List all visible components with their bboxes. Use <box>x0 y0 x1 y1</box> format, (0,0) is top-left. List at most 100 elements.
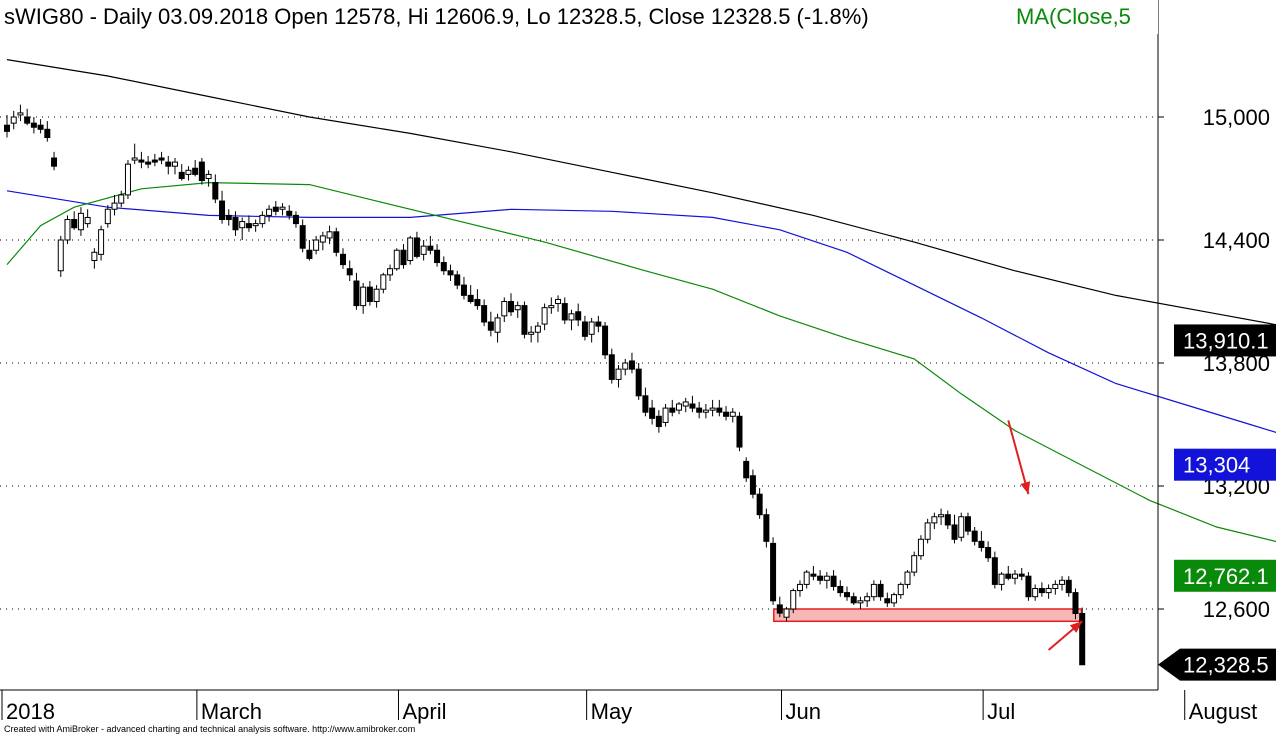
candle-body <box>299 225 306 249</box>
candle-body <box>857 600 864 604</box>
candle-body <box>555 298 562 305</box>
candle-body <box>911 555 918 573</box>
candle <box>1079 607 1086 666</box>
candle <box>373 285 380 308</box>
x-tick-label: April <box>402 699 446 724</box>
candle-body <box>1025 575 1032 598</box>
candle <box>662 404 669 427</box>
candle-body <box>17 112 24 116</box>
candle-body <box>447 270 454 276</box>
candle-body <box>696 407 703 413</box>
candle-body <box>326 231 333 239</box>
candle <box>279 203 286 216</box>
candle-body <box>958 516 965 538</box>
candle <box>104 205 111 228</box>
candle-body <box>44 128 51 139</box>
candle-body <box>57 239 64 272</box>
candle <box>460 276 467 300</box>
candle-body <box>985 547 992 559</box>
candle <box>891 592 898 607</box>
candle <box>1072 588 1079 620</box>
candle <box>172 158 178 175</box>
candle <box>467 285 474 304</box>
candle <box>870 580 877 601</box>
arrow-head <box>1069 621 1083 633</box>
candle <box>299 219 306 253</box>
candle <box>985 541 992 562</box>
candle-body <box>1038 588 1045 594</box>
candle-body <box>884 598 891 604</box>
arrow-head <box>1020 481 1031 495</box>
candle-body <box>239 221 246 229</box>
candle-body <box>286 210 293 216</box>
candle-body <box>924 522 931 540</box>
candle-body <box>30 122 37 128</box>
candle-body <box>844 592 850 598</box>
candle <box>51 151 58 171</box>
candle <box>387 264 394 281</box>
candle <box>622 358 629 376</box>
candle <box>292 211 299 228</box>
candle <box>10 110 17 130</box>
candle-body <box>313 239 320 251</box>
candle <box>1038 582 1045 597</box>
y-tick-label: 12,600 <box>1203 597 1270 622</box>
candle-body <box>37 124 44 130</box>
candle <box>326 225 333 245</box>
annotation-arrow <box>1047 620 1083 651</box>
footer-credit: Created with AmiBroker - advanced charti… <box>4 724 415 734</box>
candle-body <box>749 475 756 495</box>
candle-body <box>615 368 622 380</box>
candle-body <box>649 407 656 419</box>
candle <box>655 410 662 433</box>
candle <box>286 205 293 220</box>
candle <box>151 153 158 167</box>
candle <box>1059 576 1066 591</box>
ma-line-ma200 <box>6 59 1276 326</box>
candle <box>830 570 837 591</box>
candle-body <box>1018 573 1025 577</box>
candle-body <box>870 583 877 598</box>
candle-body <box>817 575 824 581</box>
candle <box>991 551 998 589</box>
candle-body <box>514 305 521 311</box>
candle-body <box>830 575 837 587</box>
candle-body <box>158 157 165 161</box>
candle <box>904 570 911 589</box>
candle-body <box>219 200 226 221</box>
candle <box>548 297 555 314</box>
candle-body <box>709 407 716 411</box>
candle <box>676 401 682 415</box>
candle-body <box>729 411 736 417</box>
candle <box>245 215 252 232</box>
candle-body <box>84 216 91 225</box>
candle <box>602 322 609 359</box>
candle-body <box>71 219 78 229</box>
candle <box>427 235 434 255</box>
moving-averages <box>6 59 1276 543</box>
candle-body <box>568 313 575 321</box>
candle-body <box>380 274 387 290</box>
candle <box>1032 584 1039 601</box>
candle-body <box>306 249 313 259</box>
candle <box>501 297 508 322</box>
candle-body <box>770 542 777 602</box>
x-tick-label: Jul <box>987 699 1015 724</box>
gridlines <box>0 116 1158 610</box>
candle <box>232 211 239 236</box>
candle <box>763 508 770 548</box>
candle <box>266 205 273 222</box>
candle-body <box>407 237 414 261</box>
candle-body <box>346 268 353 276</box>
candle <box>219 190 226 224</box>
candle <box>366 281 373 306</box>
candle-body <box>487 321 494 331</box>
candle <box>628 352 635 374</box>
candle-body <box>998 573 1005 585</box>
candle <box>581 315 588 341</box>
candle-body <box>460 284 467 296</box>
candle <box>823 572 830 589</box>
candle <box>413 231 420 259</box>
candle-body <box>64 219 71 241</box>
candle <box>723 406 730 421</box>
